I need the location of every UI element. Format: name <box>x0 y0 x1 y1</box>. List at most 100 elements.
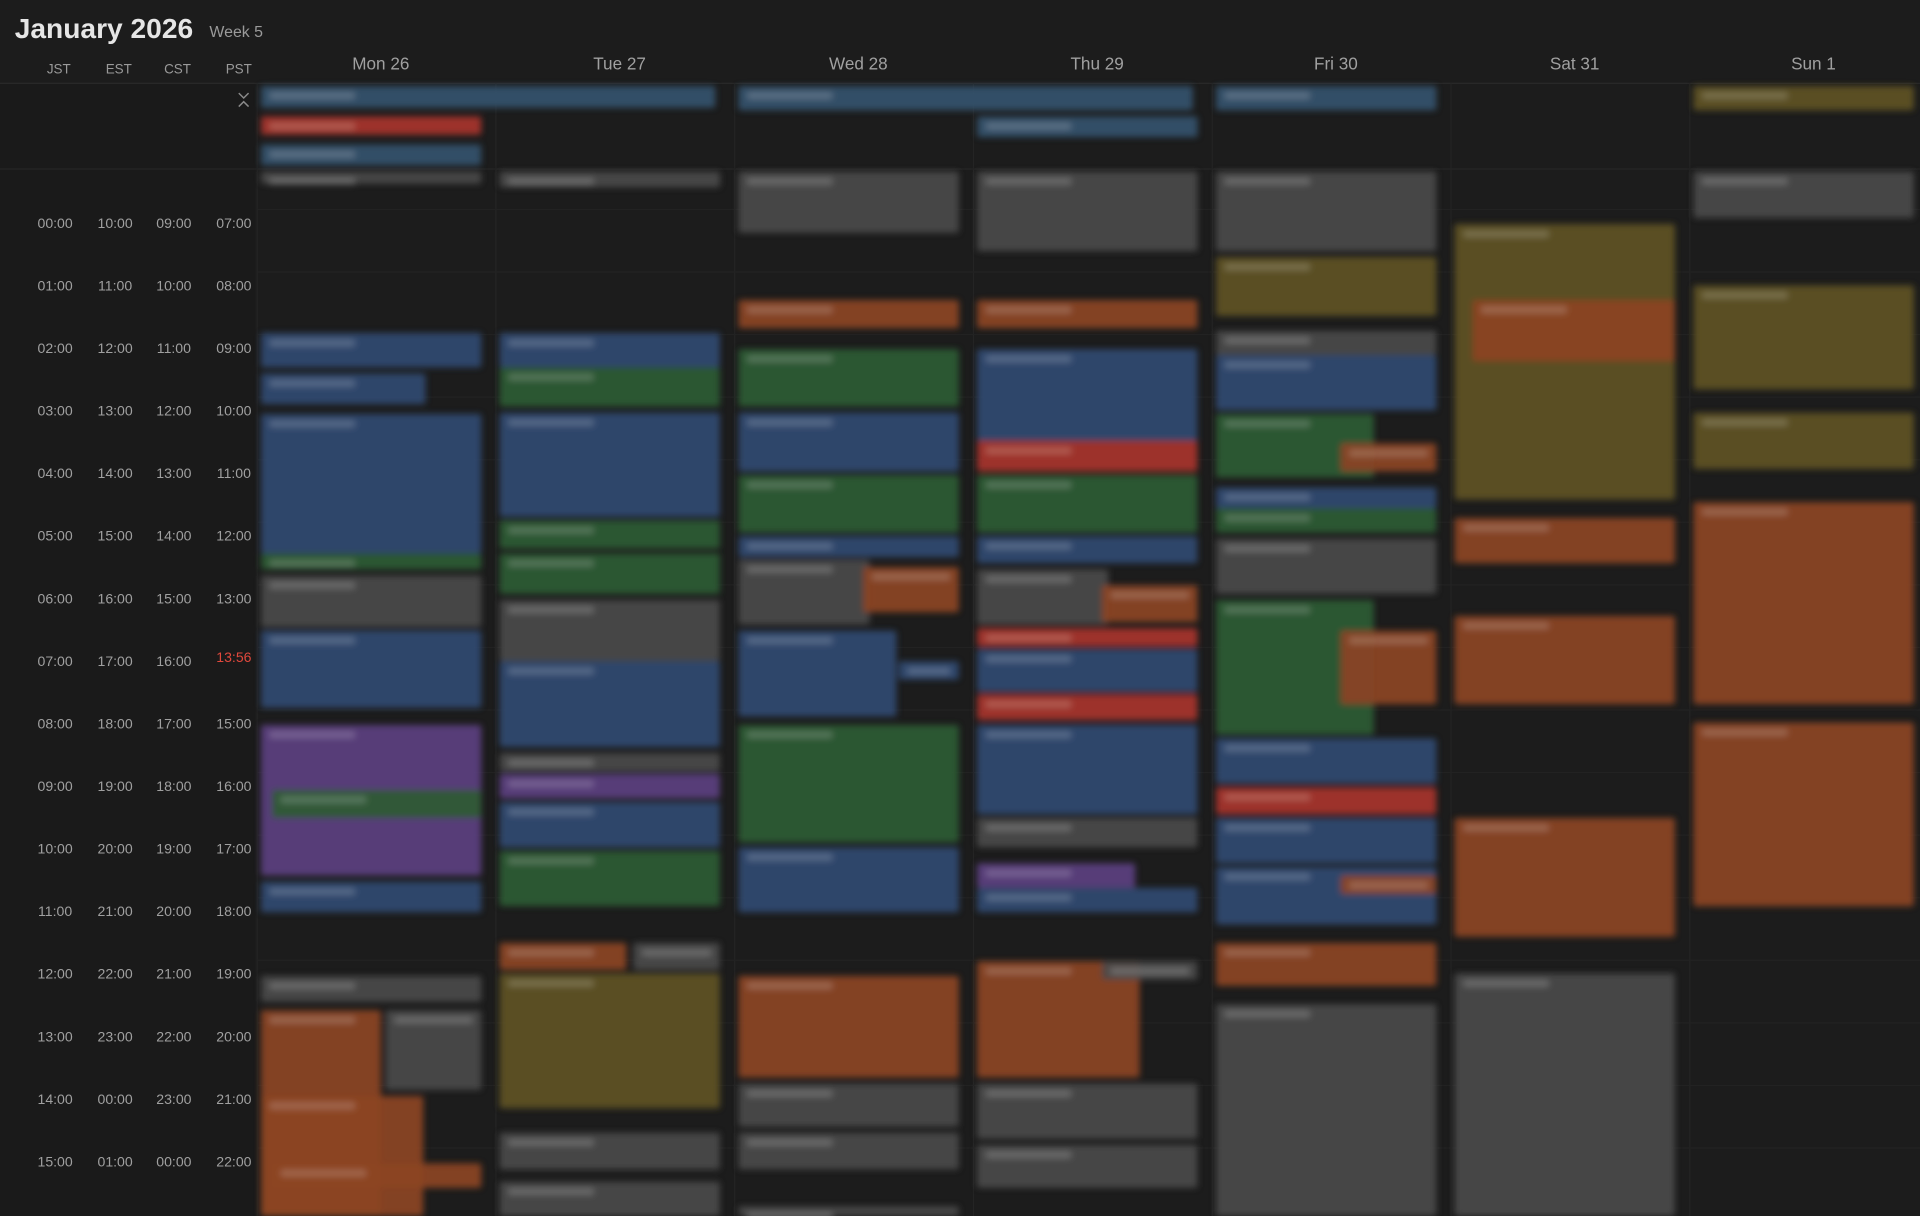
event[interactable] <box>499 753 720 772</box>
event[interactable] <box>260 630 482 708</box>
event-title <box>269 636 356 645</box>
event[interactable] <box>499 973 720 1109</box>
time-label: 19:00 <box>216 966 251 982</box>
event[interactable] <box>977 116 1198 138</box>
event-title <box>1224 361 1311 369</box>
event[interactable] <box>385 1010 482 1090</box>
event[interactable] <box>499 520 720 549</box>
time-label: 11:00 <box>217 465 251 481</box>
event[interactable] <box>1215 487 1437 509</box>
time-label: 10:00 <box>97 215 132 231</box>
event[interactable] <box>738 630 897 717</box>
event[interactable] <box>1693 412 1914 470</box>
time-label: 12:00 <box>216 528 251 544</box>
time-label: 11:00 <box>98 277 132 293</box>
event[interactable] <box>738 475 959 533</box>
event[interactable] <box>499 1181 720 1216</box>
event[interactable] <box>738 847 959 913</box>
event[interactable] <box>977 440 1198 472</box>
event[interactable] <box>977 349 1198 441</box>
event[interactable] <box>977 724 1198 815</box>
day-header[interactable]: Wed 28 <box>829 53 888 73</box>
event[interactable] <box>260 413 482 554</box>
time-label: 17:00 <box>156 715 191 731</box>
event[interactable] <box>1215 257 1437 316</box>
event[interactable] <box>260 373 426 405</box>
event[interactable] <box>977 628 1198 647</box>
event[interactable] <box>977 171 1198 252</box>
event[interactable] <box>738 724 959 843</box>
event-title <box>508 808 594 816</box>
event[interactable] <box>499 851 720 907</box>
event-title <box>746 481 833 489</box>
event[interactable] <box>1454 615 1676 705</box>
event[interactable] <box>499 333 720 368</box>
event[interactable] <box>499 600 720 662</box>
event[interactable] <box>738 536 959 558</box>
event[interactable] <box>260 116 482 135</box>
event[interactable] <box>1215 413 1374 478</box>
event-title <box>1463 230 1549 238</box>
event-title <box>269 559 356 567</box>
event[interactable] <box>977 475 1198 533</box>
event[interactable] <box>260 881 482 913</box>
event[interactable] <box>977 536 1198 564</box>
day-header[interactable]: Fri 30 <box>1314 53 1358 73</box>
day-header[interactable]: Mon 26 <box>352 53 409 73</box>
event[interactable] <box>260 144 482 166</box>
day-header[interactable]: Sun 1 <box>1791 53 1836 73</box>
event[interactable] <box>738 559 870 625</box>
event[interactable] <box>1693 722 1914 907</box>
time-gutter <box>0 83 255 1216</box>
event[interactable] <box>977 961 1140 1078</box>
event[interactable] <box>260 85 716 108</box>
event[interactable] <box>977 1083 1198 1139</box>
event[interactable] <box>738 85 1193 111</box>
event[interactable] <box>738 412 959 472</box>
event[interactable] <box>260 1095 424 1216</box>
event[interactable] <box>738 975 959 1078</box>
event-title <box>746 355 833 363</box>
event[interactable] <box>1340 630 1437 705</box>
event[interactable] <box>499 553 720 594</box>
event[interactable] <box>1340 443 1437 472</box>
event[interactable] <box>499 661 720 747</box>
event[interactable] <box>271 789 482 818</box>
event[interactable] <box>1215 355 1437 411</box>
event[interactable] <box>1101 585 1198 623</box>
event-title <box>1224 606 1311 614</box>
time-label: 00:00 <box>156 1153 191 1169</box>
event[interactable] <box>977 818 1198 848</box>
event[interactable] <box>260 333 482 368</box>
event-title <box>985 967 1072 975</box>
day-header[interactable]: Tue 27 <box>593 53 646 73</box>
event[interactable] <box>1454 224 1676 500</box>
event[interactable] <box>1215 600 1374 735</box>
event[interactable] <box>1693 285 1914 390</box>
time-label: 09:00 <box>37 778 72 794</box>
event[interactable] <box>499 367 720 407</box>
event[interactable] <box>1215 171 1437 252</box>
event-title <box>1224 420 1311 428</box>
event[interactable] <box>499 1132 720 1170</box>
event[interactable] <box>499 412 720 517</box>
day-header[interactable]: Sat 31 <box>1550 53 1600 73</box>
event-title <box>1349 449 1428 457</box>
event[interactable] <box>1215 538 1437 594</box>
time-label: 15:00 <box>97 528 132 544</box>
event[interactable] <box>1454 973 1676 1216</box>
collapse-icon[interactable] <box>238 92 250 108</box>
event[interactable] <box>1693 502 1914 705</box>
event[interactable] <box>977 569 1109 625</box>
event[interactable] <box>977 300 1198 329</box>
event[interactable] <box>738 300 959 329</box>
event-title <box>985 893 1072 902</box>
event[interactable] <box>1215 1004 1437 1216</box>
event[interactable] <box>1472 300 1676 362</box>
event-title <box>985 355 1072 363</box>
event[interactable] <box>1454 818 1676 937</box>
event[interactable] <box>738 349 959 407</box>
event[interactable] <box>738 171 959 233</box>
day-header[interactable]: Thu 29 <box>1070 53 1123 73</box>
event[interactable] <box>738 1132 959 1170</box>
